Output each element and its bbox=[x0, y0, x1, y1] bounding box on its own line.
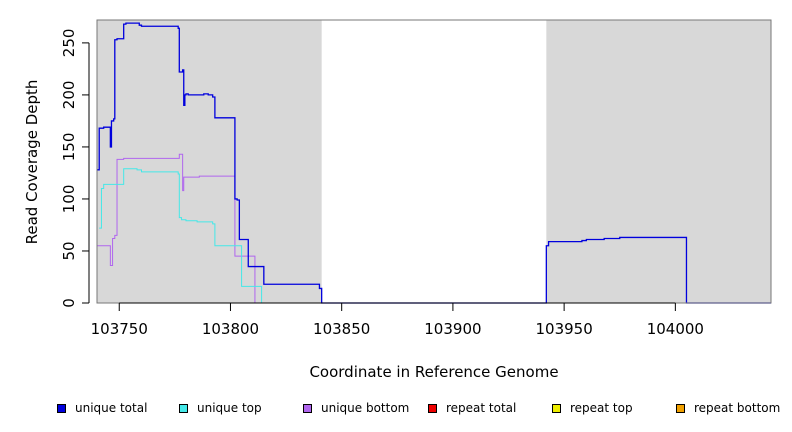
legend-item-unique-total: unique total bbox=[57, 401, 147, 415]
legend-label: unique total bbox=[75, 401, 148, 415]
series-line-unique-total bbox=[97, 22, 771, 304]
x-tick-label: 103800 bbox=[202, 320, 259, 338]
x-axis-label: Coordinate in Reference Genome bbox=[309, 363, 558, 381]
legend-swatch bbox=[179, 403, 188, 413]
y-tick-label: 50 bbox=[60, 241, 78, 260]
legend-item-unique-top: unique top bbox=[179, 401, 262, 415]
series-line-unique-top bbox=[99, 168, 264, 304]
x-tick-label: 103750 bbox=[91, 320, 148, 338]
legend-swatch bbox=[57, 403, 66, 413]
legend-label: repeat top bbox=[570, 401, 633, 415]
legend-swatch bbox=[676, 403, 685, 413]
y-tick-label: 200 bbox=[60, 81, 78, 110]
legend-item-repeat-total: repeat total bbox=[428, 401, 516, 415]
legend-swatch bbox=[303, 403, 312, 413]
shaded-regions bbox=[97, 20, 771, 303]
legend-item-unique-bottom: unique bottom bbox=[303, 401, 409, 415]
y-tick-label: 150 bbox=[60, 133, 78, 162]
legend-swatch bbox=[428, 403, 437, 413]
legend-swatch bbox=[552, 403, 561, 413]
shaded-region bbox=[546, 20, 771, 303]
y-axis-label: Read Coverage Depth bbox=[23, 80, 41, 245]
x-tick-label: 103950 bbox=[535, 320, 592, 338]
legend-item-repeat-top: repeat top bbox=[552, 401, 633, 415]
axes: 103750 103800 103850 103900 103950 104000 0 50 1… bbox=[60, 29, 704, 338]
legend-label: unique bottom bbox=[321, 401, 410, 415]
legend-label: repeat total bbox=[446, 401, 517, 415]
x-tick-label: 104000 bbox=[647, 320, 704, 338]
y-tick-label: 100 bbox=[60, 185, 78, 214]
legend-label: unique top bbox=[197, 401, 262, 415]
y-tick-label: 0 bbox=[60, 298, 78, 308]
legend-label: repeat bottom bbox=[694, 401, 781, 415]
x-tick-label: 103850 bbox=[313, 320, 370, 338]
shaded-region bbox=[97, 20, 322, 303]
y-tick-label: 250 bbox=[60, 29, 78, 58]
x-tick-label: 103900 bbox=[424, 320, 481, 338]
legend: unique total unique top unique bottom repea… bbox=[0, 401, 792, 417]
legend-item-repeat-bottom: repeat bottom bbox=[676, 401, 780, 415]
